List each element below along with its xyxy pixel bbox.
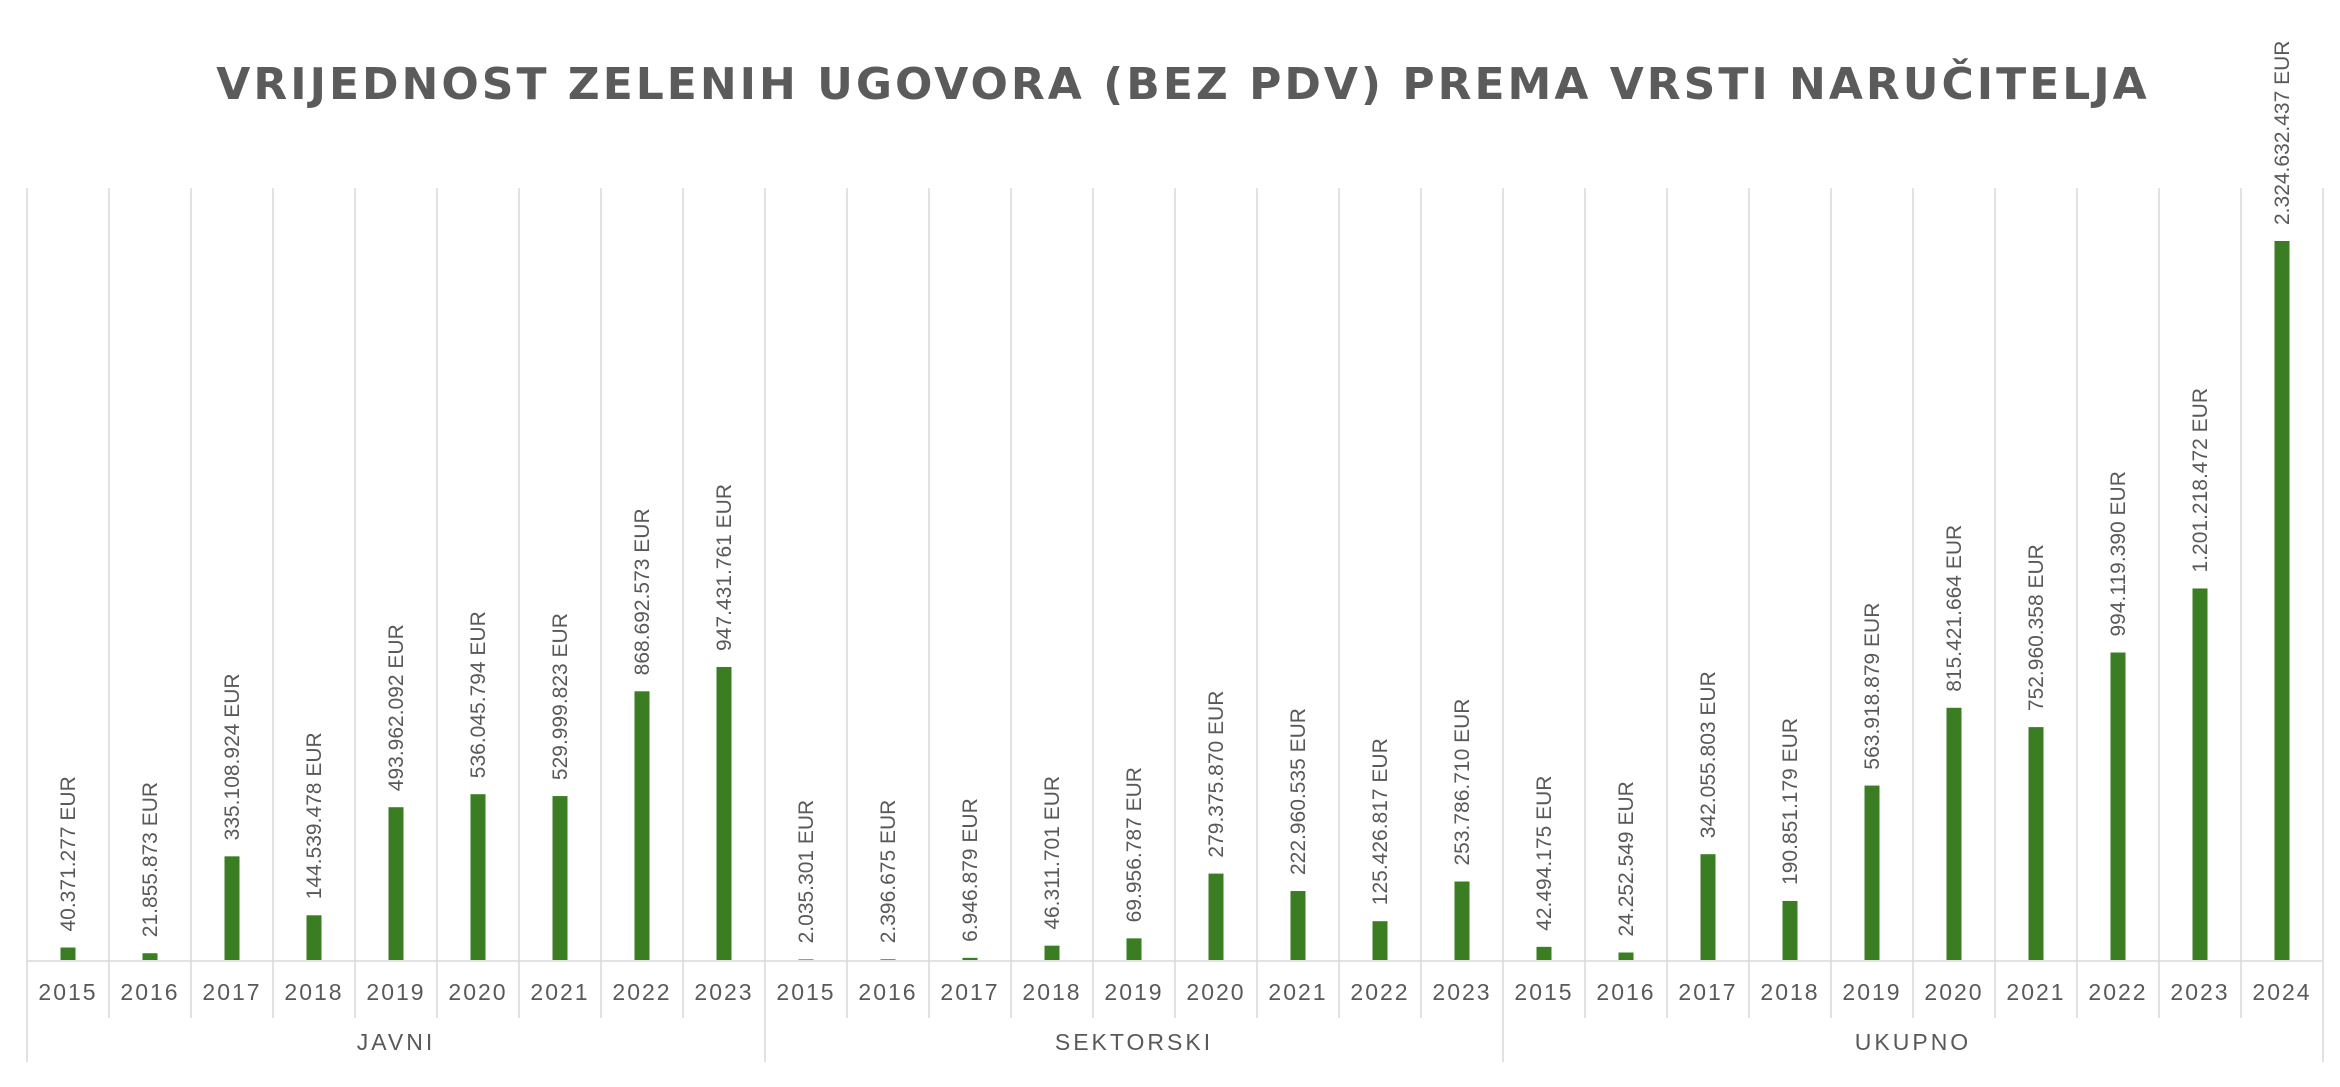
data-label: 2.324.632.437 EUR <box>2271 41 2294 225</box>
bar-javni-2016 <box>142 953 158 960</box>
tick-label: 2016 <box>120 979 179 1005</box>
bar-sektorski-2017 <box>962 957 978 960</box>
tick-label: 2023 <box>694 979 753 1005</box>
data-label: 563.918.879 EUR <box>1861 603 1884 770</box>
data-label: 144.539.478 EUR <box>303 732 326 899</box>
data-label: 335.108.924 EUR <box>221 673 244 840</box>
data-label: 6.946.879 EUR <box>959 798 982 942</box>
bar-ukupno-2022 <box>2110 652 2126 960</box>
bar-sektorski-2019 <box>1126 938 1142 960</box>
group-axis: JAVNI SEKTORSKI UKUPNO <box>357 1029 1971 1055</box>
tick-label: 2019 <box>1842 979 1901 1005</box>
tick-label: 2018 <box>1760 979 1819 1005</box>
tick-label: 2017 <box>202 979 261 1005</box>
bar-sektorski-2016 <box>880 959 896 960</box>
grid-lines <box>26 188 2324 1062</box>
data-label: 1.201.218.472 EUR <box>2189 388 2212 572</box>
data-label: 125.426.817 EUR <box>1369 738 1392 905</box>
data-label: 2.396.675 EUR <box>877 800 900 944</box>
tick-label: 2022 <box>2088 979 2147 1005</box>
tick-label: 2016 <box>1596 979 1655 1005</box>
tick-label: 2021 <box>1268 979 1327 1005</box>
bar-sektorski-2022 <box>1372 921 1388 960</box>
bar-javni-2020 <box>470 794 486 960</box>
data-label: 42.494.175 EUR <box>1533 776 1556 931</box>
data-label: 190.851.179 EUR <box>1779 718 1802 885</box>
bar-sektorski-2021 <box>1290 891 1306 960</box>
data-label: 994.119.390 EUR <box>2107 471 2130 636</box>
bar-ukupno-2023 <box>2192 588 2208 960</box>
tick-label: 2019 <box>366 979 425 1005</box>
bar-ukupno-2016 <box>1618 952 1634 960</box>
bar-ukupno-2020 <box>1946 707 1962 960</box>
data-label: 342.055.803 EUR <box>1697 671 1720 838</box>
tick-label: 2016 <box>858 979 917 1005</box>
data-label: 46.311.701 EUR <box>1041 776 1064 930</box>
bar-javni-2021 <box>552 796 568 960</box>
group-label-ukupno: UKUPNO <box>1855 1029 1971 1055</box>
data-labels: 40.371.277 EUR 21.855.873 EUR 335.108.924 … <box>57 41 2294 944</box>
tick-label: 2023 <box>1432 979 1491 1005</box>
tick-label: 2019 <box>1104 979 1163 1005</box>
tick-label: 2017 <box>940 979 999 1005</box>
tick-label: 2021 <box>2006 979 2065 1005</box>
data-label: 529.999.823 EUR <box>549 613 572 780</box>
tick-label: 2022 <box>612 979 671 1005</box>
bar-ukupno-2017 <box>1700 854 1716 960</box>
data-label: 493.962.092 EUR <box>385 624 408 791</box>
bar-sektorski-2023 <box>1454 881 1470 960</box>
tick-label: 2020 <box>448 979 507 1005</box>
group-label-javni: JAVNI <box>357 1029 435 1055</box>
bar-javni-2022 <box>634 691 650 960</box>
bar-javni-2017 <box>224 856 240 960</box>
bar-javni-2019 <box>388 807 404 960</box>
tick-label: 2023 <box>2170 979 2229 1005</box>
tick-label: 2020 <box>1186 979 1245 1005</box>
data-label: 815.421.664 EUR <box>1943 525 1966 692</box>
bar-ukupno-2018 <box>1782 900 1798 960</box>
bar-ukupno-2021 <box>2028 727 2044 960</box>
bar-sektorski-2015 <box>798 959 814 960</box>
data-label: 40.371.277 EUR <box>57 776 80 931</box>
bar-sektorski-2018 <box>1044 945 1060 960</box>
data-label: 2.035.301 EUR <box>795 800 818 944</box>
data-label: 69.956.787 EUR <box>1123 767 1146 922</box>
data-label: 222.960.535 EUR <box>1287 708 1310 875</box>
tick-label: 2015 <box>776 979 835 1005</box>
data-label: 536.045.794 EUR <box>467 611 490 778</box>
bar-ukupno-2024 <box>2274 241 2290 960</box>
data-label: 24.252.549 EUR <box>1615 781 1638 936</box>
tick-label: 2015 <box>38 979 97 1005</box>
data-label: 253.786.710 EUR <box>1451 699 1474 866</box>
data-label: 868.692.573 EUR <box>631 508 654 675</box>
data-label: 279.375.870 EUR <box>1205 691 1228 858</box>
data-label: 21.855.873 EUR <box>139 782 162 937</box>
category-axis: 2015 2016 2017 2018 2019 2020 2021 2022 2023 2015… <box>38 979 2311 1005</box>
data-label: 947.431.761 EUR <box>713 484 736 651</box>
tick-label: 2018 <box>284 979 343 1005</box>
tick-label: 2015 <box>1514 979 1573 1005</box>
tick-label: 2022 <box>1350 979 1409 1005</box>
bar-ukupno-2019 <box>1864 785 1880 960</box>
tick-label: 2024 <box>2252 979 2311 1005</box>
bar-javni-2018 <box>306 915 322 960</box>
tick-label: 2018 <box>1022 979 1081 1005</box>
bar-ukupno-2015 <box>1536 946 1552 960</box>
chart-title: VRIJEDNOST ZELENIH UGOVORA (BEZ PDV) PRE… <box>216 57 2149 110</box>
bars <box>60 241 2290 960</box>
tick-label: 2017 <box>1678 979 1737 1005</box>
bar-javni-2015 <box>60 947 76 960</box>
bar-javni-2023 <box>716 666 732 960</box>
tick-label: 2021 <box>530 979 589 1005</box>
tick-label: 2020 <box>1924 979 1983 1005</box>
bar-sektorski-2020 <box>1208 873 1224 960</box>
data-label: 752.960.358 EUR <box>2025 544 2048 711</box>
group-label-sektorski: SEKTORSKI <box>1055 1029 1213 1055</box>
